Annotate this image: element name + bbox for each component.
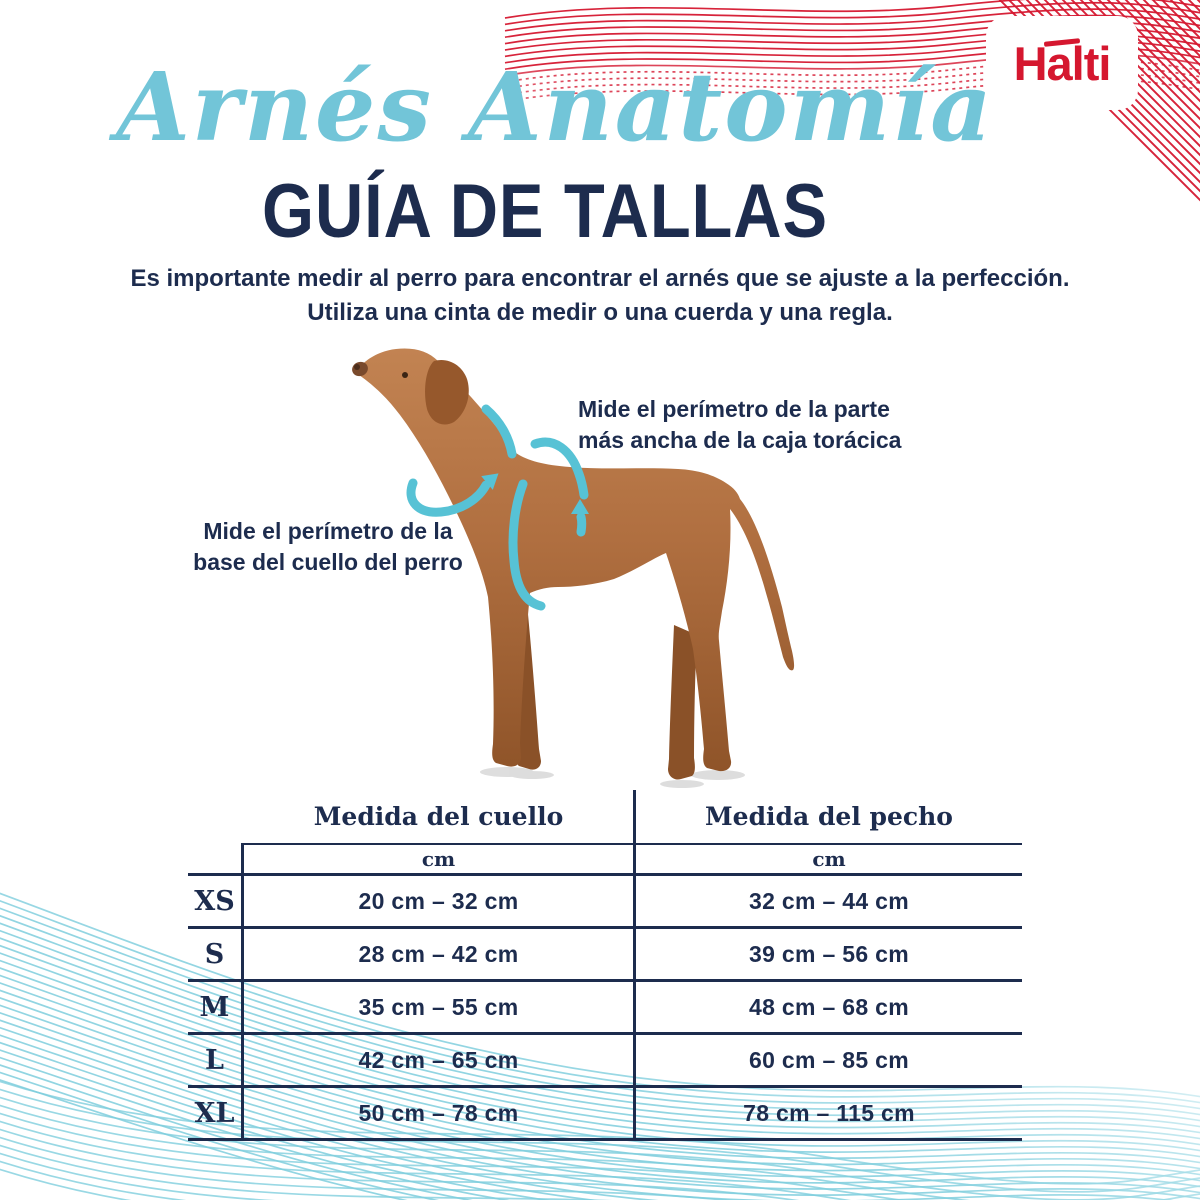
- column-header-chest: Medida del pecho: [705, 802, 953, 831]
- dog-nostril: [354, 364, 360, 370]
- chest-value: 78 cm – 115 cm: [636, 1088, 1022, 1141]
- chest-measure-note: Mide el perímetro de la parte más ancha …: [578, 394, 908, 456]
- chest-value: 48 cm – 68 cm: [636, 982, 1022, 1035]
- halti-logo-text: Halti: [1013, 36, 1112, 90]
- neck-measure-note: Mide el perímetro de la base del cuello …: [178, 516, 478, 578]
- size-table-row: S 28 cm – 42 cm 39 cm – 56 cm: [188, 929, 1022, 982]
- size-table-row: XL 50 cm – 78 cm 78 cm – 115 cm: [188, 1088, 1022, 1141]
- intro-text: Es importante medir al perro para encont…: [0, 262, 1200, 330]
- dog-body: [356, 348, 795, 772]
- neck-note-line-2: base del cuello del perro: [193, 549, 463, 575]
- dog-far-legs: [515, 593, 697, 780]
- size-table-row: XS 20 cm – 32 cm 32 cm – 44 cm: [188, 876, 1022, 929]
- chest-measure-arrow: [508, 437, 589, 611]
- dog-illustration: [352, 348, 795, 788]
- neck-measure-arrow: [406, 404, 517, 517]
- unit-cell-chest: cm: [636, 843, 1022, 876]
- chest-value: 32 cm – 44 cm: [636, 876, 1022, 929]
- teal-waves-decoration: [0, 892, 1200, 1200]
- dog-ear: [425, 359, 469, 425]
- size-table-row: M 35 cm – 55 cm 48 cm – 68 cm: [188, 982, 1022, 1035]
- neck-value: 42 cm – 65 cm: [244, 1035, 636, 1088]
- size-label: S: [188, 929, 244, 982]
- chest-note-line-1: Mide el perímetro de la parte: [578, 396, 890, 422]
- neck-value: 35 cm – 55 cm: [244, 982, 636, 1035]
- size-table-unit-row: cm cm: [188, 843, 1022, 876]
- neck-note-line-1: Mide el perímetro de la: [203, 518, 453, 544]
- column-header-neck: Medida del cuello: [244, 790, 636, 843]
- intro-line-1: Es importante medir al perro para encont…: [130, 265, 1070, 292]
- size-label: L: [188, 1035, 244, 1088]
- dog-eye: [402, 372, 408, 378]
- intro-line-2: Utiliza una cinta de medir o una cuerda …: [307, 299, 893, 326]
- chest-value: 60 cm – 85 cm: [636, 1035, 1022, 1088]
- chest-value: 39 cm – 56 cm: [636, 929, 1022, 982]
- unit-cell-neck: cm: [244, 843, 636, 876]
- size-table-header-row: Medida del cuello Medida del pecho: [188, 790, 1022, 843]
- ground-shadows: [480, 767, 745, 788]
- title-script: Arnés Anatomía: [116, 52, 994, 163]
- size-label: M: [188, 982, 244, 1035]
- neck-value: 28 cm – 42 cm: [244, 929, 636, 982]
- size-label: XS: [188, 876, 244, 929]
- size-label: XL: [188, 1088, 244, 1141]
- neck-value: 20 cm – 32 cm: [244, 876, 636, 929]
- page-title: GUÍA DE TALLAS: [262, 169, 828, 254]
- size-table: Medida del cuello Medida del pecho cm cm…: [188, 790, 1022, 1141]
- chest-note-line-2: más ancha de la caja torácica: [578, 427, 902, 453]
- halti-logo: Halti: [986, 16, 1138, 110]
- neck-value: 50 cm – 78 cm: [244, 1088, 636, 1141]
- size-table-row: L 42 cm – 65 cm 60 cm – 85 cm: [188, 1035, 1022, 1088]
